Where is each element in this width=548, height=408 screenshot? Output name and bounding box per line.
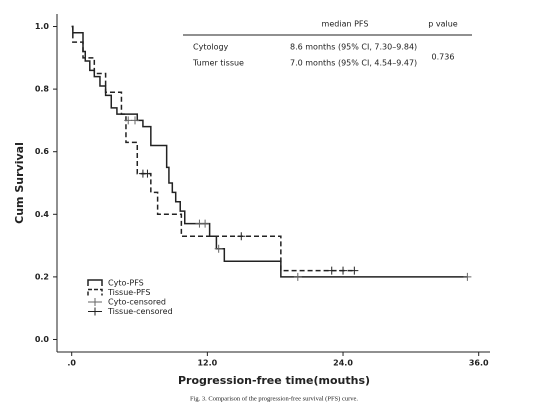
legend-swatch [87,279,103,286]
x-tick-label: 36.0 [469,359,489,368]
table-header: median PFS [322,20,369,29]
censor-mark [237,232,246,241]
table-cell: Tumer tissue [192,59,244,68]
caption: Fig. 3. Comparison of the progression-fr… [190,395,358,402]
y-tick-label: 0.6 [35,147,50,156]
legend-label: Cyto-PFS [108,279,144,288]
censor-mark [293,272,302,281]
censor-mark [214,244,223,253]
y-tick-label: 0.2 [35,272,49,281]
legend-swatch [88,298,102,306]
legend-swatch [87,288,103,296]
survival-curve [71,25,468,278]
survival-curve [71,25,355,272]
censor-mark [463,272,472,281]
legend-label: Tissue-PFS [107,288,150,297]
y-tick-label: 0.0 [35,335,50,344]
table-cell: 8.6 months (95% CI, 7.30–9.84) [290,43,417,52]
x-tick-label: 24.0 [333,359,353,368]
censor-mark [201,219,210,228]
censor-mark [143,169,152,178]
y-tick-label: 1.0 [35,22,50,31]
y-tick-label: 0.4 [35,210,50,219]
x-tick-label: .0 [67,359,76,368]
y-axis-label: Cum Survival [13,142,26,224]
censor-mark [124,116,133,125]
table-cell: Cytology [193,43,229,52]
table-cell: 7.0 months (95% CI, 4.54–9.47) [290,59,417,68]
censor-mark [350,266,359,275]
censor-mark [131,116,140,125]
y-tick-label: 0.8 [35,85,50,94]
censor-mark [327,266,336,275]
x-tick-label: 12.0 [197,359,217,368]
p-value: 0.736 [432,53,455,62]
table-header: p value [428,20,458,29]
censor-mark [339,266,348,275]
legend-swatch [88,307,102,316]
legend-label: Cyto-censored [108,298,166,307]
x-axis-label: Progression-free time(mouths) [178,374,370,387]
legend-label: Tissue-censored [107,307,173,316]
